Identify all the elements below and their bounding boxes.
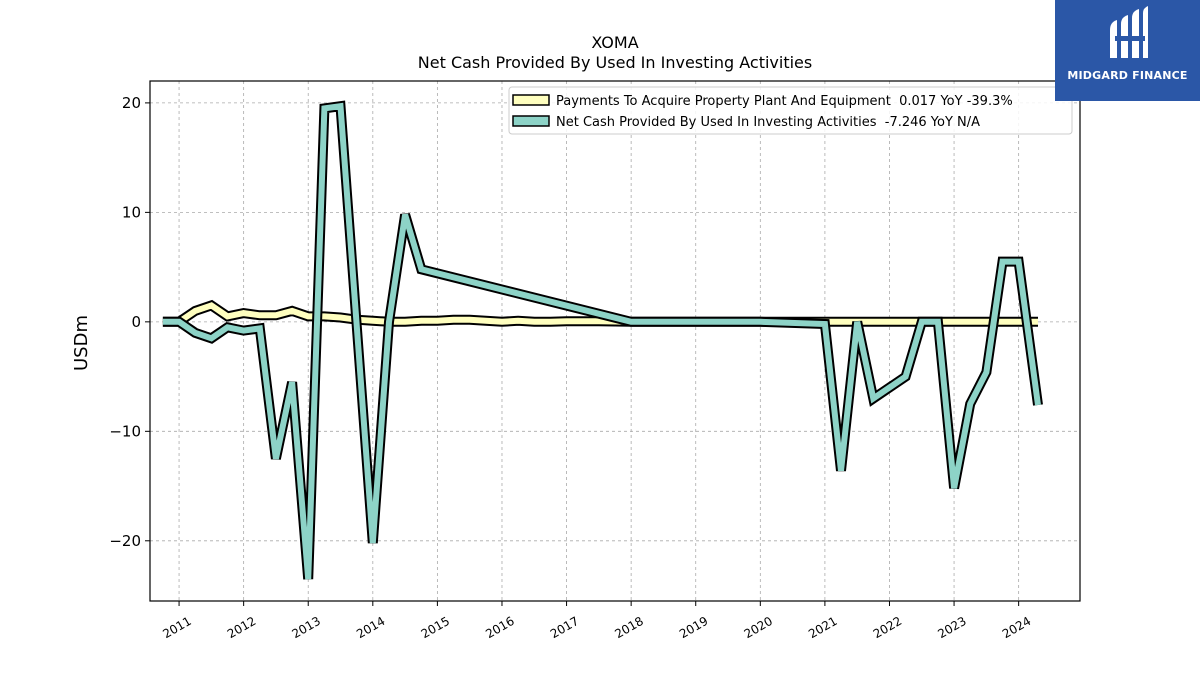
x-tick-label: 2021	[806, 614, 839, 641]
x-tick-label: 2019	[677, 614, 710, 641]
legend-label-ppe: Payments To Acquire Property Plant And E…	[556, 94, 1013, 109]
y-tick-label: −20	[109, 532, 141, 550]
legend-swatch-investing	[512, 115, 550, 127]
x-tick-label: 2022	[871, 614, 904, 641]
midgard-finance-logo: MIDGARD FINANCE	[1055, 0, 1200, 101]
y-tick-label: 10	[122, 203, 141, 221]
x-tick-label: 2016	[483, 614, 516, 641]
chart-title: XOMA	[591, 33, 638, 52]
x-tick-label: 2024	[1000, 614, 1033, 641]
legend-frame	[508, 86, 1073, 135]
legend-swatch-ppe	[512, 94, 550, 106]
y-tick-label: 20	[122, 94, 141, 112]
x-tick-label: 2011	[160, 614, 193, 641]
plot-area-frame	[149, 80, 1081, 602]
x-tick-label: 2013	[290, 614, 323, 641]
y-axis-ticks: 20 10 0 −10 −20	[109, 94, 150, 550]
x-tick-label: 2017	[548, 614, 581, 641]
y-axis-label: USDm	[71, 315, 92, 371]
x-tick-label: 2018	[612, 614, 645, 641]
y-tick-label: 0	[131, 313, 141, 331]
x-tick-label: 2020	[742, 614, 775, 641]
x-tick-label: 2023	[935, 614, 968, 641]
midgard-logo-mark-icon	[1110, 6, 1148, 58]
y-tick-label: −10	[109, 422, 141, 440]
legend: Payments To Acquire Property Plant And E…	[508, 86, 1073, 135]
x-tick-label: 2015	[419, 614, 452, 641]
series-1-line	[162, 102, 1041, 580]
chart-subtitle: Net Cash Provided By Used In Investing A…	[418, 53, 812, 72]
legend-label-investing: Net Cash Provided By Used In Investing A…	[556, 115, 980, 130]
series-lines	[162, 100, 1043, 580]
logo-text: MIDGARD FINANCE	[1067, 69, 1188, 82]
x-axis-ticks: 2011 2012 2013 2014 2015 2016 2017 2018 2019 2020…	[160, 601, 1033, 641]
series-1-outline	[162, 100, 1043, 580]
x-tick-label: 2012	[225, 614, 258, 641]
x-tick-label: 2014	[354, 614, 387, 641]
